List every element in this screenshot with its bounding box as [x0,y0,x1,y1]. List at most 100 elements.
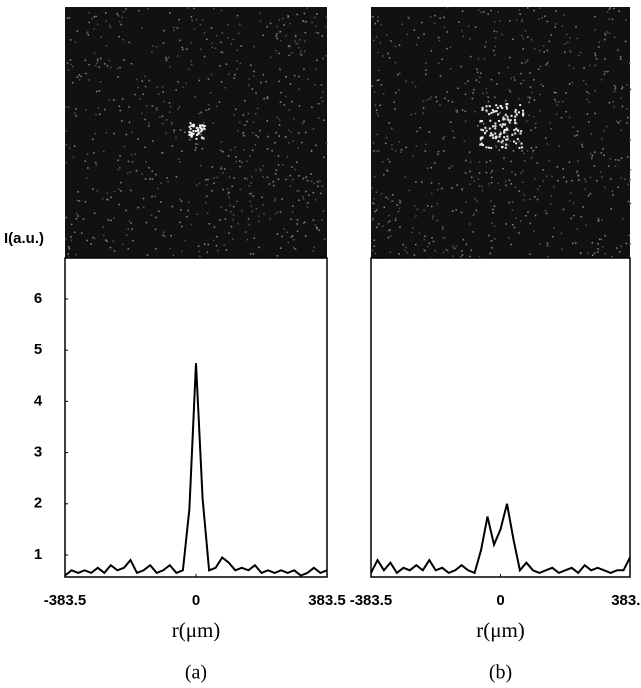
speckle [383,206,385,208]
speckle [248,185,250,187]
speckle [478,255,481,258]
speckle [134,93,136,96]
speckle [248,223,251,226]
speckle [521,62,523,64]
speckle [532,230,535,232]
speckle [297,47,300,49]
speckle [418,232,421,234]
speckle [432,215,434,217]
speckle [395,92,397,94]
speckle [532,151,534,153]
speckle [282,17,284,20]
speckle [503,128,506,131]
speckle [489,119,492,122]
speckle [237,222,239,225]
speckle [295,42,297,44]
speckle [200,133,202,136]
speckle [199,48,202,51]
speckle [591,254,594,257]
speckle [534,178,536,180]
speckle [285,136,287,138]
speckle [569,51,572,53]
speckle [385,136,388,139]
speckle [586,91,588,93]
speckle [291,100,293,103]
speckle [429,98,431,100]
speckle [165,58,168,61]
speckle [155,106,158,109]
speckle [509,20,511,22]
speckle [547,61,549,64]
speckle [629,178,631,181]
speckle [545,137,547,139]
speckle [220,51,223,53]
speckle [501,125,504,128]
speckle [467,25,470,27]
speckle [157,187,159,190]
speckle [600,78,603,81]
speckle [625,107,628,110]
speckle [460,211,462,213]
speckle [622,218,624,220]
speckle [227,37,229,39]
speckle [542,180,545,182]
speckle [231,238,234,240]
speckle [303,221,306,224]
speckle [70,236,72,238]
speckle [239,160,241,162]
speckle [287,45,290,47]
speckle [615,120,618,123]
speckle [501,33,503,36]
speckle [72,156,75,159]
speckle [532,149,535,152]
speckle [296,230,299,233]
speckle [317,117,320,119]
speckle [302,20,304,22]
speckle [500,146,503,149]
speckle [296,223,298,225]
speckle [193,7,195,10]
speckle [598,41,600,43]
speckle [274,142,276,144]
speckle [498,133,501,136]
speckle [292,178,294,181]
speckle [548,159,550,162]
speckle [196,128,199,131]
speckle [464,93,467,96]
speckle [477,178,480,180]
speckle [200,164,202,167]
speckle [273,184,275,187]
speckle [508,89,511,91]
speckle [287,241,290,244]
speckle [304,131,307,134]
speckle [325,142,328,145]
speckle [613,90,616,93]
speckle [196,213,198,216]
speckle [490,176,493,179]
speckle [538,185,541,187]
speckle [68,147,71,150]
speckle [508,121,511,124]
speckle [405,146,407,149]
speckle [254,144,257,146]
speckle [205,109,208,112]
speckle [222,188,224,191]
speckle [544,210,547,212]
speckle [489,134,492,137]
speckle [461,254,464,256]
speckle [281,198,283,200]
speckle [385,196,387,199]
speckle [384,142,387,145]
speckle [501,107,504,110]
speckle [285,35,287,37]
speckle [215,105,218,108]
speckle [253,70,255,73]
speckle [283,104,286,106]
speckle [171,123,173,125]
speckle [518,9,520,11]
speckle [316,181,319,183]
speckle [520,130,523,133]
speckle [522,37,525,40]
speckle [164,235,166,238]
speckle [94,132,97,135]
